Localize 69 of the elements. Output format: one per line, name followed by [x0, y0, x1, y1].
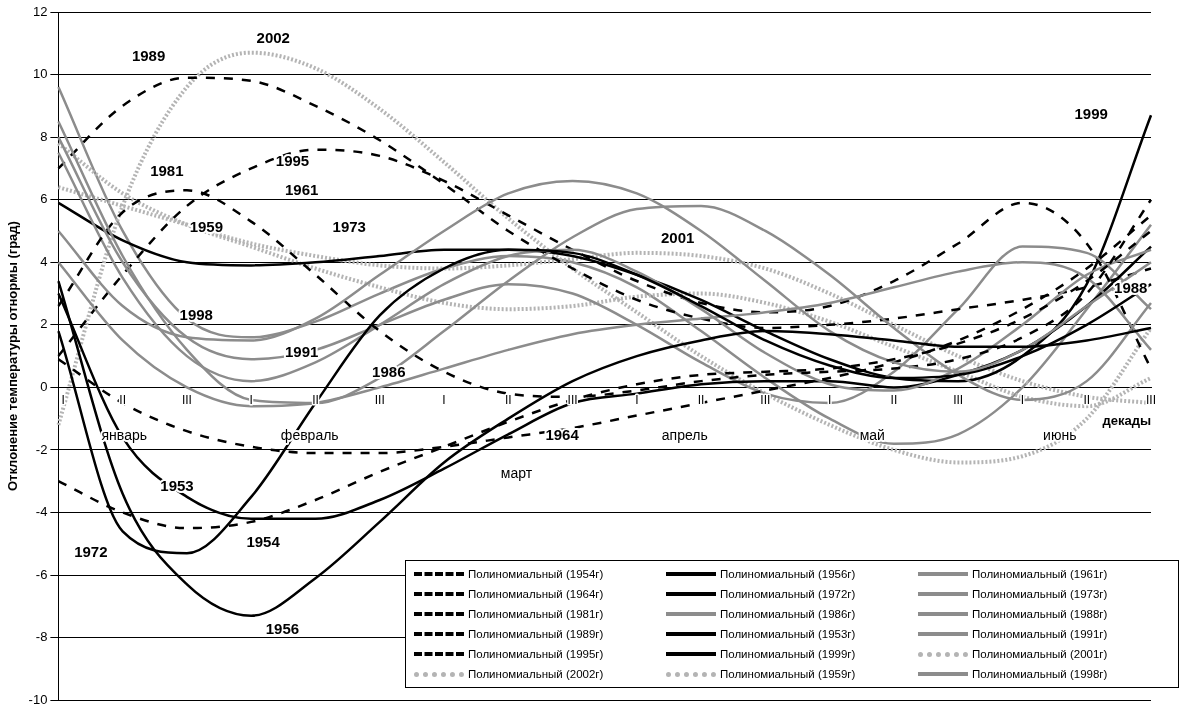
legend-label: Полиномиальный (1986г): [720, 607, 856, 620]
annotation: 1999: [1074, 104, 1108, 122]
legend-label: Полиномиальный (1973г): [972, 587, 1108, 600]
annotation: 1972: [74, 543, 108, 561]
annotation: 1989: [131, 47, 166, 65]
y-tick-label: 0: [40, 378, 48, 394]
annotation: 2002: [256, 29, 290, 47]
legend-label: Полиномиальный (1995г): [468, 648, 604, 661]
y-tick-label: -4: [35, 504, 48, 520]
x-tick-label: I: [442, 392, 446, 407]
x-tick-label: I: [249, 392, 253, 407]
annotation: 1956: [265, 619, 300, 637]
annotation: 1954: [246, 533, 281, 551]
legend-label: Полиномиальный (1998г): [972, 668, 1108, 681]
legend-label: Полиномиальный (1964г): [468, 587, 604, 600]
y-tick-label: 4: [40, 253, 48, 269]
legend-label: Полиномиальный (1981г): [468, 607, 604, 620]
x-tick-label: III: [374, 392, 385, 407]
legend-label: Полиномиальный (2002г): [468, 668, 604, 681]
x-axis-title: декады: [1102, 412, 1151, 428]
x-tick-label: I: [635, 392, 639, 407]
annotation: 1964: [545, 425, 580, 443]
y-tick-label: 8: [40, 128, 48, 144]
legend-label: Полиномиальный (1954г): [468, 567, 604, 580]
legend-label: Полиномиальный (1999г): [720, 648, 856, 661]
x-tick-label: III: [760, 392, 771, 407]
x-tick-label: II: [504, 392, 512, 407]
legend-label: Полиномиальный (1988г): [972, 607, 1108, 620]
y-tick-label: -6: [35, 566, 48, 582]
legend-label: Полиномиальный (1961г): [972, 567, 1108, 580]
annotation: 2001: [660, 228, 695, 246]
y-tick-label: 2: [40, 316, 48, 332]
x-tick-label: III: [953, 392, 964, 407]
x-tick-label: II: [312, 392, 319, 407]
annotation: май: [859, 427, 885, 444]
legend-label: Полиномиальный (1953г): [720, 628, 856, 641]
annotation: 1991: [284, 343, 319, 361]
annotation: 1998: [179, 306, 213, 323]
y-tick-label: -8: [35, 629, 48, 645]
annotation: апрель: [661, 427, 708, 444]
legend-label: Полиномиальный (1972г): [720, 587, 856, 600]
annotation: 1986: [372, 363, 406, 381]
y-tick-label: 10: [32, 66, 48, 82]
y-axis-title: Отклонение температуры отнормы (град): [5, 221, 21, 492]
annotation: 1973: [332, 218, 366, 236]
annotation: 1995: [275, 152, 310, 170]
legend-label: Полиномиальный (1956г): [720, 567, 856, 580]
annotation: март: [500, 464, 533, 481]
x-tick-label: I: [827, 392, 832, 407]
legend-label: Полиномиальный (2001г): [972, 648, 1108, 661]
annotation: июнь: [1043, 427, 1077, 444]
legend-label: Полиномиальный (1991г): [972, 628, 1108, 641]
y-tick-label: -10: [28, 691, 48, 707]
y-tick-label: -2: [35, 441, 48, 457]
x-tick-label: I: [1020, 392, 1025, 407]
legend-label: Полиномиальный (1989г): [468, 628, 604, 641]
y-tick-label: 6: [40, 191, 48, 207]
x-tick-label: I: [61, 392, 65, 407]
x-tick-label: II: [1083, 392, 1091, 407]
y-tick-label: 12: [32, 3, 48, 19]
annotation: 1988: [1114, 278, 1148, 296]
x-tick-label: III: [181, 392, 192, 407]
annotation: 1961: [284, 181, 319, 199]
legend-label: Полиномиальный (1959г): [720, 668, 856, 681]
annotation: 1959: [189, 218, 224, 236]
x-tick-label: II: [119, 392, 126, 407]
x-tick-label: II: [890, 392, 898, 407]
annotation: 1981: [150, 162, 184, 180]
x-tick-label: III: [1145, 392, 1157, 407]
